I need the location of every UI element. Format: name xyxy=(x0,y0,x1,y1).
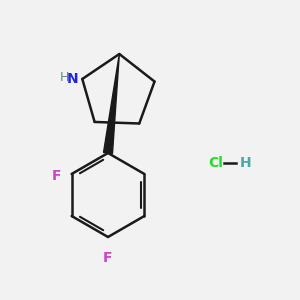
Polygon shape xyxy=(103,54,119,154)
Text: Cl: Cl xyxy=(208,156,223,170)
Text: F: F xyxy=(52,169,62,183)
Text: H: H xyxy=(240,156,252,170)
Text: N: N xyxy=(67,72,78,86)
Text: H: H xyxy=(60,70,69,83)
Text: F: F xyxy=(103,251,113,265)
